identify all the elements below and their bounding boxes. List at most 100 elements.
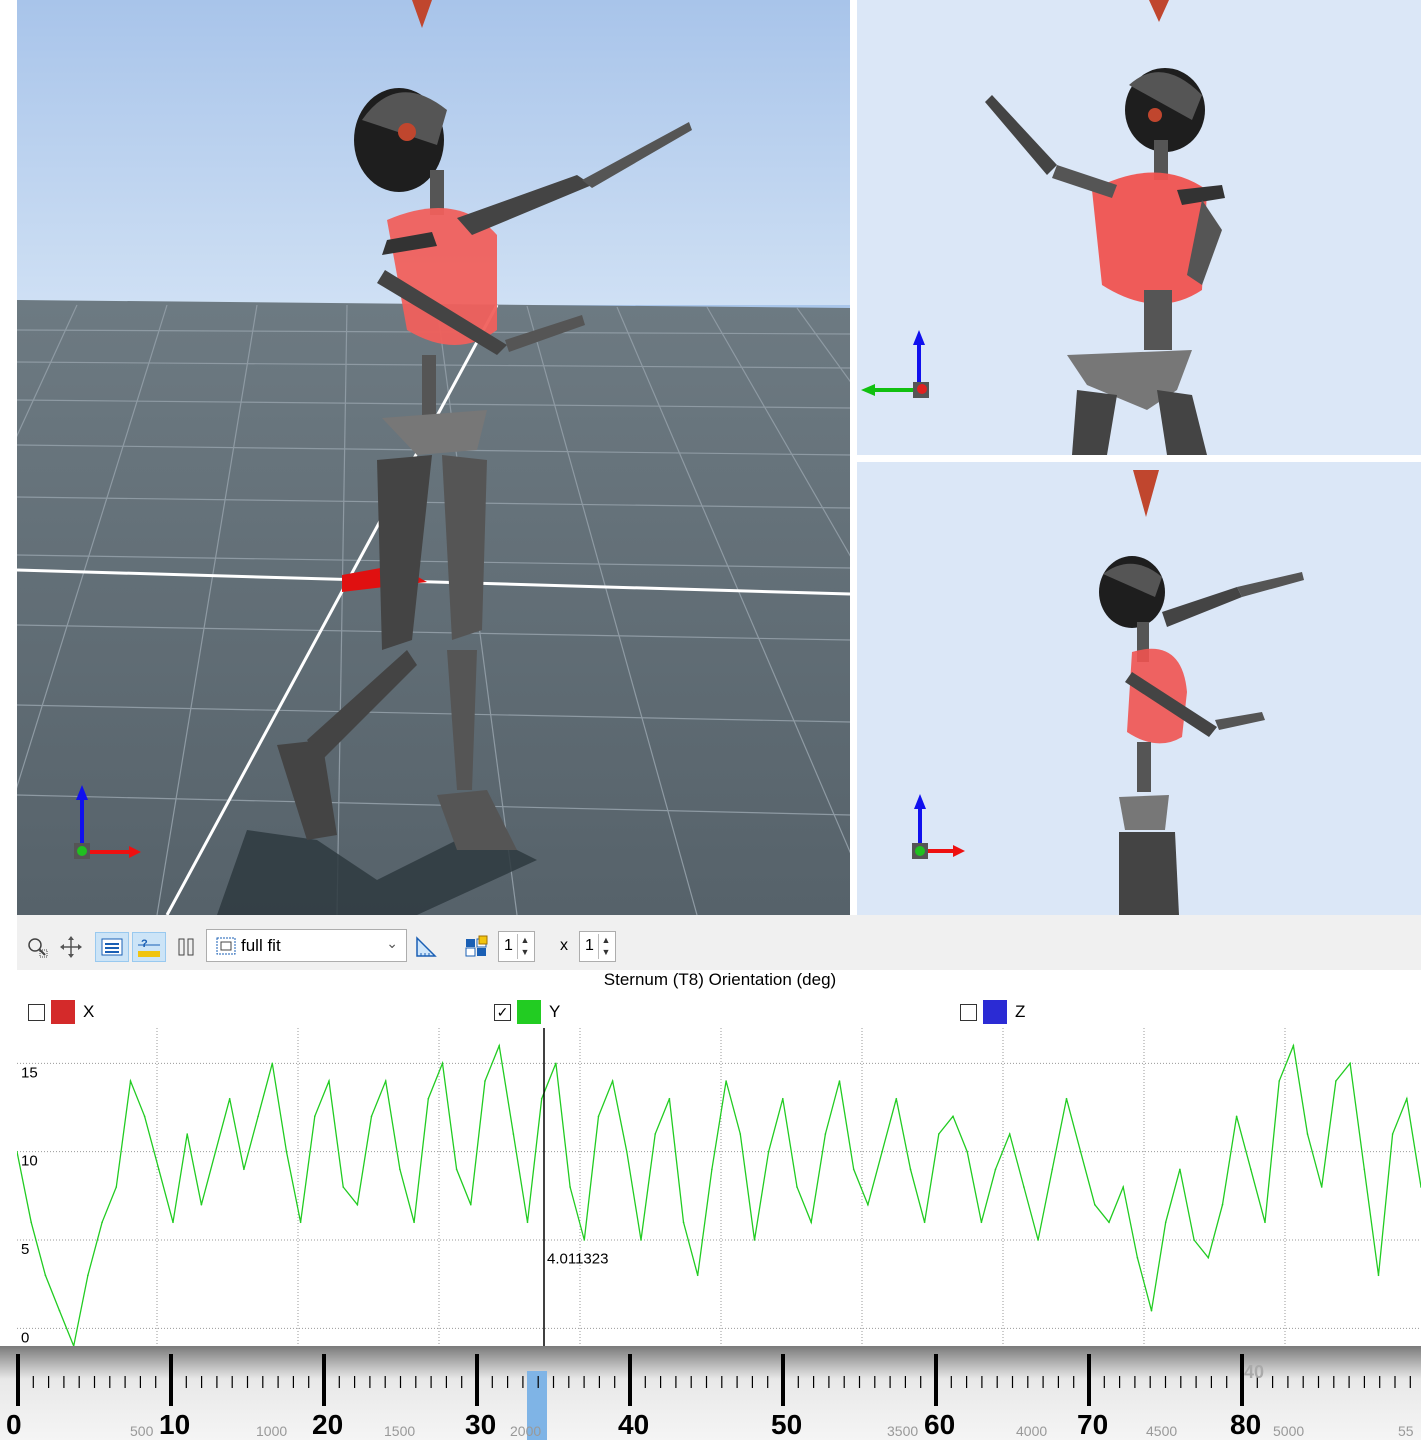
rows-value: 1: [504, 937, 513, 955]
data-point: [683, 1222, 685, 1224]
timeline-frame-label: 55: [1398, 1423, 1414, 1439]
data-point: [215, 1151, 217, 1153]
pause-icon[interactable]: [174, 932, 198, 962]
legend-item-y[interactable]: ✓ Y: [494, 1000, 560, 1024]
legend-item-x[interactable]: X: [28, 1000, 94, 1024]
data-point: [541, 1098, 543, 1100]
data-point: [881, 1151, 883, 1153]
data-point: [1080, 1151, 1082, 1153]
data-point: [1151, 1310, 1153, 1312]
data-point: [300, 1222, 302, 1224]
timeline-major-label: 50: [771, 1409, 802, 1440]
data-point: [314, 1116, 316, 1118]
legend-z-label: Z: [1015, 1002, 1025, 1022]
rows-stepper[interactable]: 1 ▲ ▼: [498, 931, 535, 962]
data-point: [257, 1116, 259, 1118]
data-point: [1349, 1063, 1351, 1065]
stepper-arrows-icon[interactable]: ▲ ▼: [598, 934, 613, 959]
timeline-major-label: 30: [465, 1409, 496, 1440]
data-point: [172, 1222, 174, 1224]
data-point: [1321, 1186, 1323, 1188]
data-point: [101, 1222, 103, 1224]
fit-icon: [215, 936, 237, 956]
data-point: [1023, 1186, 1025, 1188]
front-view-scene: [857, 0, 1421, 455]
timeline-scale: 500 1000 1500 2000 3500 4000 4500 5000 550 10 20 30…: [0, 1346, 1421, 1440]
data-point: [442, 1063, 444, 1065]
timeline-major-label: 70: [1077, 1409, 1108, 1440]
data-point: [669, 1098, 671, 1100]
zoom-mode-value: full fit: [241, 936, 281, 956]
data-point: [513, 1133, 515, 1135]
stepper-arrows-icon[interactable]: ▲ ▼: [517, 934, 532, 959]
cursor-value-readout: 4.011323: [547, 1250, 608, 1267]
data-point: [740, 1133, 742, 1135]
orientation-chart[interactable]: 0 5 10 15 4.011323: [17, 1028, 1421, 1346]
data-point: [697, 1275, 699, 1277]
timeline-ruler[interactable]: 500 1000 1500 2000 3500 4000 4500 5000 55 0 10 20 30…: [0, 1346, 1421, 1440]
data-point: [924, 1222, 926, 1224]
data-point: [640, 1239, 642, 1241]
data-point: [995, 1169, 997, 1171]
timeline-major-label: 40: [618, 1409, 649, 1440]
y-tick-label: 10: [21, 1153, 38, 1170]
timeline-frame-label: 3500: [887, 1423, 918, 1439]
timeline-frame-label: 4500: [1146, 1423, 1177, 1439]
legend-x-checkbox[interactable]: [28, 1004, 45, 1021]
data-point: [342, 1186, 344, 1188]
data-point: [470, 1204, 472, 1206]
data-point: [286, 1151, 288, 1153]
layout-grid-icon[interactable]: [462, 932, 490, 962]
legend-y-checkbox[interactable]: ✓: [494, 1004, 511, 1021]
series-line-y: [17, 1046, 1421, 1346]
data-point: [598, 1116, 600, 1118]
data-point: [654, 1133, 656, 1135]
ruler-icon[interactable]: [411, 932, 441, 962]
data-point: [484, 1080, 486, 1082]
zoom-mode-select[interactable]: full fit ⌄: [206, 929, 407, 962]
legend-item-z[interactable]: Z: [960, 1000, 1025, 1024]
value-readout-icon[interactable]: ?: [132, 932, 166, 962]
main-3d-viewport[interactable]: [17, 0, 850, 915]
timeline-major-label: 10: [159, 1409, 190, 1440]
cols-value: 1: [585, 937, 594, 955]
graph-toolbar: ? full fit ⌄ 1 ▲ ▼ x 1 ▲ ▼: [17, 915, 1421, 970]
viewport-divider-horizontal[interactable]: [857, 455, 1421, 462]
data-point: [158, 1169, 160, 1171]
data-point: [1364, 1169, 1366, 1171]
pan-icon[interactable]: [57, 932, 85, 962]
y-tick-label: 15: [21, 1064, 38, 1081]
legend-toggle-icon[interactable]: [95, 932, 129, 962]
legend-z-checkbox[interactable]: [960, 1004, 977, 1021]
data-point: [966, 1151, 968, 1153]
data-point: [456, 1169, 458, 1171]
data-point: [1236, 1116, 1238, 1118]
front-view-viewport[interactable]: [857, 0, 1421, 455]
viewport-divider[interactable]: [850, 0, 857, 915]
data-point: [825, 1133, 827, 1135]
data-point: [1193, 1239, 1195, 1241]
side-view-viewport[interactable]: [857, 462, 1421, 915]
timeline-frame-label: 1500: [384, 1423, 415, 1439]
data-point: [116, 1186, 118, 1188]
data-point: [1108, 1222, 1110, 1224]
data-point: [87, 1275, 89, 1277]
data-point: [272, 1063, 274, 1065]
data-point: [1222, 1204, 1224, 1206]
data-point: [1264, 1222, 1266, 1224]
data-point: [1165, 1222, 1167, 1224]
timeline-major-label: 80: [1230, 1409, 1261, 1440]
data-point: [1278, 1080, 1280, 1082]
legend-x-swatch: [51, 1000, 75, 1024]
svg-text:?: ?: [141, 938, 148, 950]
data-point: [498, 1045, 500, 1047]
cols-stepper[interactable]: 1 ▲ ▼: [579, 931, 616, 962]
zoom-region-icon[interactable]: [23, 932, 51, 962]
data-point: [810, 1222, 812, 1224]
data-point: [45, 1275, 47, 1277]
legend-y-label: Y: [549, 1002, 560, 1022]
data-point: [1208, 1257, 1210, 1259]
data-point: [1179, 1169, 1181, 1171]
data-point: [385, 1080, 387, 1082]
data-point: [1009, 1133, 1011, 1135]
